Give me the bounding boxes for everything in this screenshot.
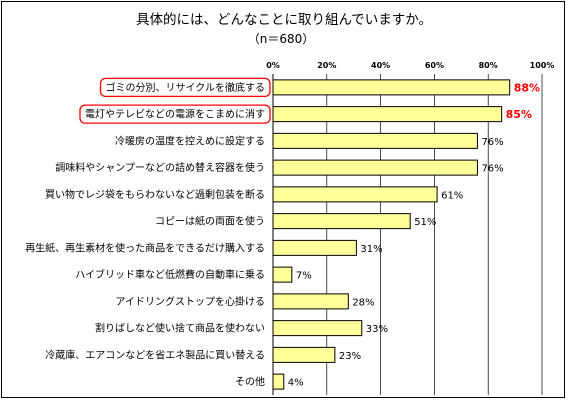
category-label: アイドリングストップを心掛ける bbox=[116, 295, 266, 308]
x-tick-label: 100% bbox=[530, 61, 555, 70]
x-tick-label: 60% bbox=[425, 61, 444, 70]
data-label: 7% bbox=[296, 271, 312, 282]
bar bbox=[272, 293, 349, 310]
x-tick-label: 0% bbox=[266, 61, 280, 70]
data-label: 76% bbox=[481, 137, 503, 148]
bar bbox=[272, 373, 285, 390]
bar bbox=[272, 266, 293, 283]
x-tick-label: 40% bbox=[371, 61, 390, 70]
category-label: 割りばしなど使い捨て商品を使わない bbox=[95, 322, 265, 335]
category-label: 冷蔵庫、エアコンなどを省エネ製品に買い替える bbox=[45, 348, 265, 361]
bar bbox=[272, 159, 478, 176]
category-label: 調味料やシャンプーなどの詰め替え容器を使う bbox=[55, 161, 265, 174]
bar bbox=[272, 186, 438, 203]
bars bbox=[272, 79, 511, 390]
bar bbox=[272, 346, 336, 363]
data-label: 33% bbox=[366, 324, 388, 335]
data-label: 23% bbox=[339, 351, 361, 362]
bar bbox=[272, 320, 363, 337]
category-labels: ゴミの分別、リサイクルを徹底する電灯やテレビなどの電源をこまめに消す冷暖房の温度… bbox=[25, 77, 271, 388]
chart-title: 具体的には、どんなことに取り組んでいますか。 bbox=[136, 12, 432, 28]
category-label: コピーは紙の両面を使う bbox=[155, 215, 265, 228]
category-label: ゴミの分別、リサイクルを徹底する bbox=[106, 81, 266, 94]
category-label: ハイブリッド車など低燃費の自動車に乗る bbox=[75, 268, 265, 281]
category-label: 冷暖房の温度を控えめに設定する bbox=[115, 134, 265, 147]
gridlines bbox=[272, 74, 543, 395]
bar bbox=[272, 106, 503, 123]
x-tick-labels: 0% 20% 40% 60% 80% 100% bbox=[266, 61, 554, 70]
x-tick-label: 20% bbox=[317, 61, 336, 70]
chart-subtitle: （n＝680） bbox=[248, 32, 315, 46]
highlight-box bbox=[99, 77, 271, 98]
category-label: 再生紙、再生素材を使った商品をできるだけ購入する bbox=[25, 241, 265, 254]
data-label: 88% bbox=[514, 81, 540, 94]
x-tick-label: 80% bbox=[479, 61, 498, 70]
bar bbox=[272, 213, 411, 230]
category-label: 買い物でレジ袋をもらわないなど過剰包装を断る bbox=[45, 188, 265, 201]
data-label: 85% bbox=[506, 108, 532, 121]
value-labels: 88% 85% 76% 76% 61% 51% 31% 7% 28% 33% 23% 4% bbox=[288, 81, 540, 388]
data-label: 4% bbox=[288, 378, 304, 389]
bar bbox=[272, 239, 357, 256]
category-label: その他 bbox=[235, 375, 265, 388]
category-label: 電灯やテレビなどの電源をこまめに消す bbox=[85, 108, 265, 121]
data-label: 51% bbox=[414, 217, 436, 228]
data-label: 76% bbox=[481, 164, 503, 175]
highlight-box bbox=[79, 104, 271, 124]
bar bbox=[272, 132, 478, 149]
data-label: 31% bbox=[360, 244, 382, 255]
data-label: 28% bbox=[352, 297, 374, 308]
data-label: 61% bbox=[441, 190, 463, 201]
bar bbox=[272, 79, 511, 96]
